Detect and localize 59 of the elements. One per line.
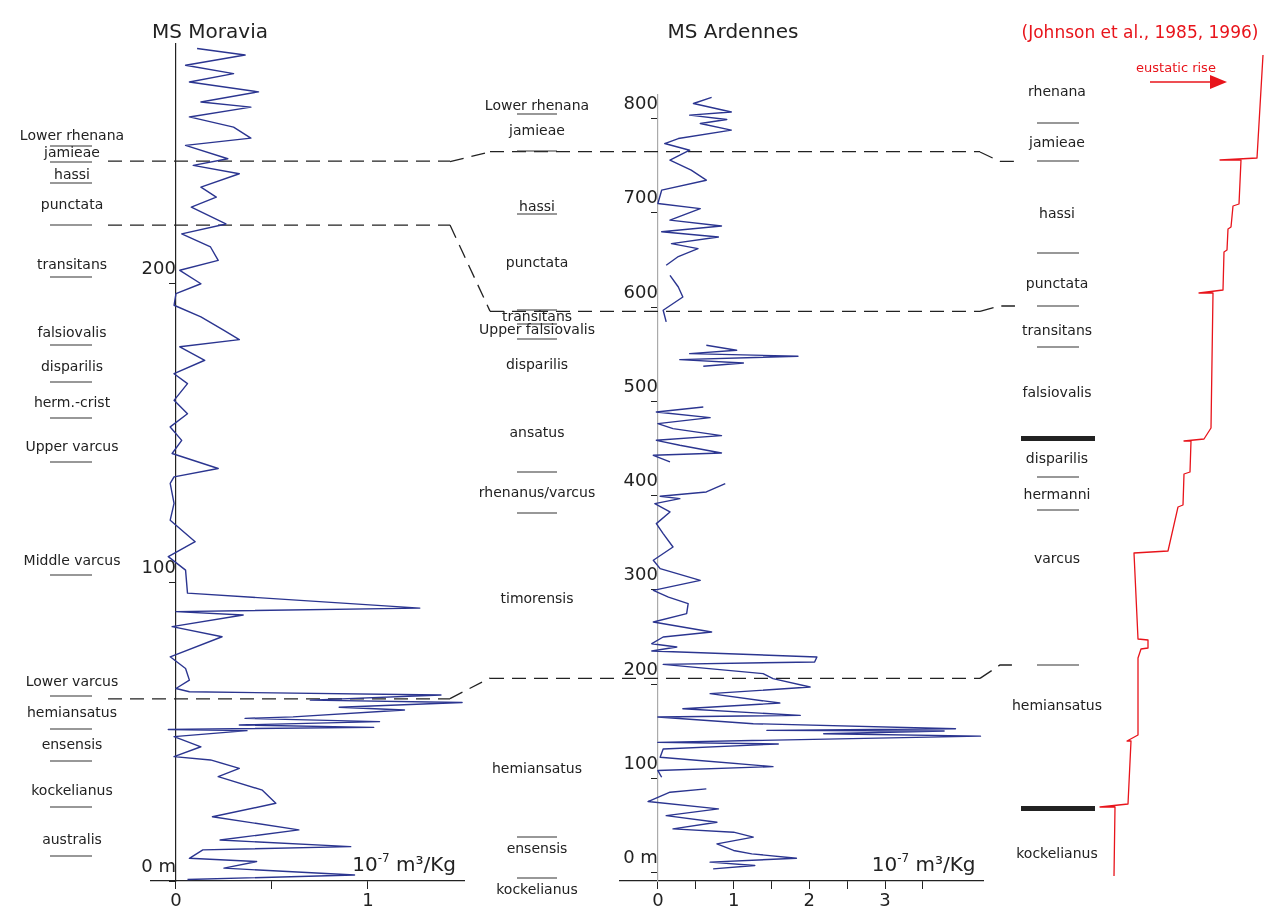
y-tick-label: 400 (623, 469, 658, 491)
y-tick-label: 600 (623, 280, 658, 302)
text: eustatic rise (1136, 59, 1216, 75)
y-tick-label: 0 m (141, 854, 176, 876)
text: Lower rhenana (19, 126, 125, 143)
text: disparilis (40, 357, 104, 374)
text: hermanni (1023, 486, 1091, 502)
text: kockelianus (1016, 845, 1098, 861)
text: ansatus (509, 423, 565, 440)
text: punctata (1025, 275, 1089, 291)
text: rhenanus/varcus (478, 483, 596, 500)
y-tick-label: 200 (141, 256, 176, 278)
text: hemiansatus (27, 703, 117, 720)
y-tick-label: 800 (623, 92, 658, 114)
x-tick-label: 3 (879, 889, 891, 911)
text: Upper varcus (25, 437, 119, 454)
text: transitans (36, 255, 108, 272)
y-tick-label: 700 (623, 186, 658, 208)
text: jamieae (508, 121, 565, 138)
x-tick-label: 1 (727, 889, 740, 911)
y-tick-label: 300 (623, 563, 658, 585)
text: australis (42, 830, 102, 847)
text: timorensis (500, 589, 574, 606)
y-tick-label: 100 (141, 555, 176, 577)
text: hassi (54, 165, 90, 182)
y-tick-label: 100 (623, 751, 658, 773)
text: Lower rhenana (484, 96, 590, 113)
text: ensensis (41, 735, 103, 752)
text: jamieae (43, 143, 100, 160)
y-tick-label: 500 (623, 374, 658, 396)
text: hemiansatus (1012, 697, 1102, 713)
text: falsiovalis (37, 323, 107, 340)
x-tick-label: 2 (803, 889, 816, 911)
text: jamieae (1029, 134, 1085, 150)
y-tick-label: 200 (623, 657, 658, 679)
text: hemiansatus (492, 759, 582, 776)
y-tick-label: 0 m (623, 846, 658, 868)
text: Middle varcus (23, 551, 121, 568)
text: punctata (40, 195, 104, 212)
text: hassi (1039, 205, 1075, 221)
text: ensensis (506, 839, 568, 856)
text: Lower varcus (25, 672, 119, 689)
text: punctata (505, 253, 569, 270)
text: varcus (1033, 550, 1081, 566)
x-tick-label: 0 (652, 889, 664, 911)
text: (Johnson et al., 1985, 1996) (1021, 21, 1259, 42)
x-tick-label: 0 (170, 889, 182, 911)
text: disparilis (505, 355, 569, 372)
chart-title: MS Moravia (152, 19, 268, 43)
text: rhenana (1028, 83, 1086, 99)
text: herm.-crist (33, 393, 111, 410)
x-tick-label: 1 (362, 889, 374, 911)
text: hassi (519, 197, 555, 214)
text: kockelianus (496, 880, 578, 897)
chart-title: MS Ardennes (667, 19, 799, 43)
text: transitans (1021, 322, 1093, 338)
text: falsiovalis (1022, 384, 1092, 400)
text: kockelianus (31, 781, 113, 798)
text: disparilis (1025, 450, 1089, 466)
